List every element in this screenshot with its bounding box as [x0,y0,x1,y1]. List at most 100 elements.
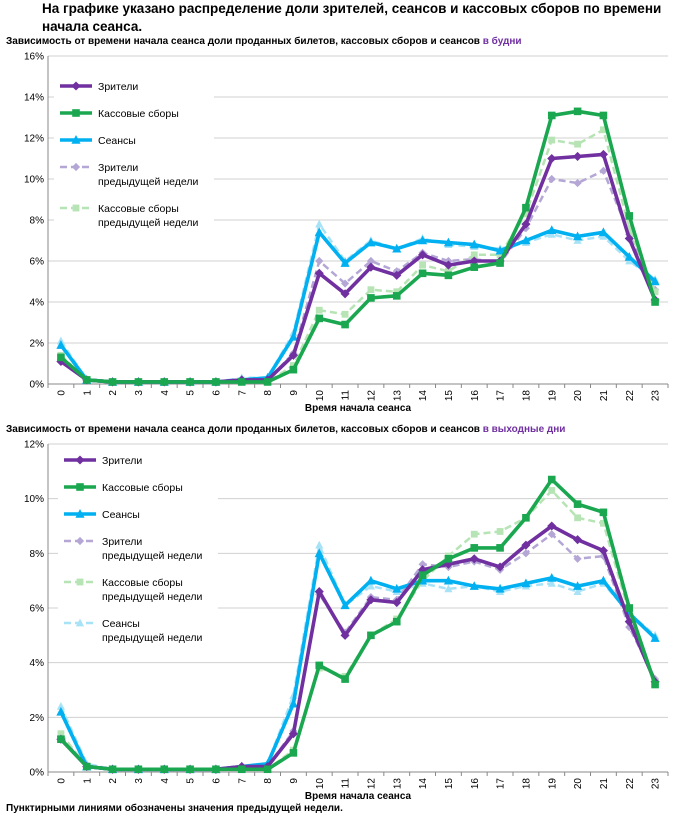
data-point [341,310,349,318]
data-point [186,765,194,774]
footnote: Пунктирными линиями обозначены значения … [6,803,343,814]
data-point [108,378,117,386]
data-point [521,235,531,245]
x-tick-label: 3 [134,778,145,784]
x-tick-label: 23 [651,778,662,790]
weekday-line-chart: 0%2%4%6%8%10%12%14%16%0 1 2 3 4 5 6 7 8 9 10 11 12 13… [24,52,669,414]
data-point [392,270,402,280]
y-tick-label: 6% [30,604,45,615]
data-point [598,546,608,556]
data-point [522,514,530,522]
data-point [444,584,453,593]
data-point [598,227,608,237]
data-point [212,765,220,774]
x-tick-label: 2 [108,390,119,396]
data-point [57,353,65,362]
data-point [599,508,608,517]
data-point [573,535,583,545]
data-point [573,179,582,188]
chart-title-highlight: в будни [482,36,522,47]
data-point [418,250,428,260]
x-tick-label: 19 [547,390,558,402]
data-point [650,633,660,642]
data-point [469,239,479,249]
legend-label: Зрители [98,81,138,93]
series-line [60,128,657,384]
data-point [598,149,608,159]
legend-label: Сеансы [102,509,140,521]
data-point [495,583,505,593]
series-line [59,477,657,772]
legend-marker [72,204,80,212]
x-tick-label: 5 [186,778,197,784]
data-point [289,749,298,757]
x-tick-label: 8 [263,390,274,396]
data-point [212,378,220,386]
data-point [314,268,324,278]
data-point [521,578,531,588]
data-point [56,356,66,367]
series-box-office [57,107,659,386]
legend-label: предыдущей недели [102,591,202,603]
data-point [393,288,401,296]
data-point [263,378,272,386]
x-tick-label: 7 [237,778,248,784]
data-point [600,519,607,527]
legend-label: предыдущей недели [102,632,202,644]
weekend-line-chart: 0%2%4%6%8%10%12%0 1 2 3 4 5 6 7 8 9 10 11 12 13 14 15 16… [24,440,669,802]
data-point [521,219,531,229]
data-point [56,701,65,710]
y-tick-label: 14% [24,93,44,104]
data-point [573,587,582,595]
x-tick-label: 22 [625,778,636,790]
x-tick-label: 6 [211,778,222,784]
x-tick-label: 11 [341,778,352,789]
data-point [341,320,349,329]
x-tick-label: 23 [651,390,662,402]
legend-marker [75,618,85,627]
data-point [418,560,427,569]
data-point [418,269,427,278]
data-point [470,530,478,538]
data-point [522,203,530,212]
x-tick-label: 8 [263,778,274,784]
x-tick-label: 13 [392,778,403,790]
y-tick-label: 10% [24,175,44,186]
data-point [521,549,530,558]
data-point [366,581,375,590]
data-point [598,575,608,585]
data-point [574,514,581,522]
y-tick-label: 6% [30,257,45,268]
data-point [366,575,376,585]
data-point [495,245,505,255]
data-point [367,631,375,640]
data-point [340,289,350,299]
data-point [366,256,375,266]
x-tick-label: 6 [211,390,222,396]
y-tick-label: 2% [30,339,45,350]
data-point [547,521,557,531]
data-point [625,604,634,612]
data-point [547,578,556,587]
data-point [651,298,659,306]
data-point [444,555,453,563]
data-point [547,530,556,539]
data-point [392,617,401,626]
data-point [340,630,350,640]
data-point [366,237,376,247]
x-tick-label: 1 [82,778,93,784]
data-point [547,225,557,235]
data-point [237,378,246,386]
data-point [470,251,478,259]
x-tick-label: 16 [470,390,481,402]
x-tick-label: 16 [470,778,481,790]
data-point [625,212,634,220]
data-point [522,210,530,218]
data-point [651,680,659,689]
data-point [599,111,608,120]
data-point [160,765,169,774]
data-point [573,107,582,116]
x-tick-label: 9 [289,778,300,784]
data-point [650,276,660,286]
x-axis-label: Время начала сеанса [305,791,412,802]
